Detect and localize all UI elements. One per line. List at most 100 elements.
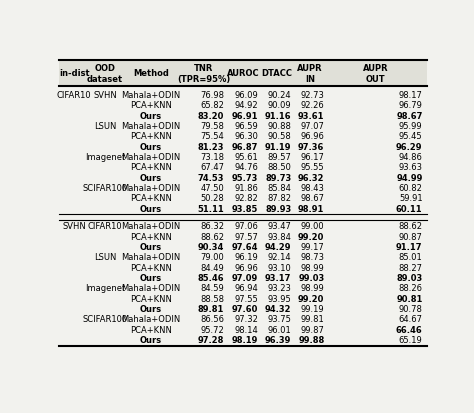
Text: 97.57: 97.57 bbox=[235, 232, 258, 241]
Text: 79.58: 79.58 bbox=[201, 122, 224, 131]
Text: 90.34: 90.34 bbox=[198, 242, 224, 251]
Text: Mahala+ODIN: Mahala+ODIN bbox=[121, 315, 180, 324]
Text: PCA+KNN: PCA+KNN bbox=[130, 325, 172, 334]
Text: 97.07: 97.07 bbox=[301, 122, 325, 131]
Text: 97.55: 97.55 bbox=[235, 294, 258, 303]
Text: 84.49: 84.49 bbox=[201, 263, 224, 272]
Text: 96.17: 96.17 bbox=[301, 153, 325, 161]
Text: 96.32: 96.32 bbox=[298, 173, 325, 182]
Text: 97.06: 97.06 bbox=[235, 222, 258, 230]
Text: SCIFAR100: SCIFAR100 bbox=[82, 184, 128, 192]
Text: 96.96: 96.96 bbox=[235, 263, 258, 272]
Text: 89.03: 89.03 bbox=[396, 273, 422, 282]
Text: PCA+KNN: PCA+KNN bbox=[130, 101, 172, 110]
Text: PCA+KNN: PCA+KNN bbox=[130, 263, 172, 272]
Text: Mahala+ODIN: Mahala+ODIN bbox=[121, 222, 180, 230]
Text: 60.11: 60.11 bbox=[396, 204, 422, 213]
Text: 66.46: 66.46 bbox=[396, 325, 422, 334]
Text: Mahala+ODIN: Mahala+ODIN bbox=[121, 284, 180, 293]
Text: 93.84: 93.84 bbox=[267, 232, 292, 241]
Text: 99.03: 99.03 bbox=[298, 273, 325, 282]
Text: 96.29: 96.29 bbox=[396, 142, 422, 151]
Text: 95.55: 95.55 bbox=[301, 163, 325, 172]
Text: 65.19: 65.19 bbox=[399, 335, 422, 344]
Text: 94.99: 94.99 bbox=[396, 173, 422, 182]
Text: 96.59: 96.59 bbox=[235, 122, 258, 131]
Text: CIFAR10: CIFAR10 bbox=[88, 222, 122, 230]
Text: CIFAR10: CIFAR10 bbox=[57, 90, 91, 100]
Text: 85.84: 85.84 bbox=[267, 184, 292, 192]
Text: Ours: Ours bbox=[140, 204, 162, 213]
Text: 59.91: 59.91 bbox=[399, 194, 422, 203]
Text: 90.58: 90.58 bbox=[268, 132, 292, 141]
Text: 87.82: 87.82 bbox=[267, 194, 292, 203]
Text: 92.26: 92.26 bbox=[301, 101, 325, 110]
Text: AUPR
OUT: AUPR OUT bbox=[363, 64, 389, 83]
Text: 95.72: 95.72 bbox=[201, 325, 224, 334]
Text: Ours: Ours bbox=[140, 173, 162, 182]
Text: 99.87: 99.87 bbox=[301, 325, 325, 334]
Text: 60.82: 60.82 bbox=[399, 184, 422, 192]
Text: 92.14: 92.14 bbox=[268, 253, 292, 261]
Text: PCA+KNN: PCA+KNN bbox=[130, 132, 172, 141]
Text: 94.92: 94.92 bbox=[235, 101, 258, 110]
Text: 65.82: 65.82 bbox=[201, 101, 224, 110]
Text: LSUN: LSUN bbox=[94, 253, 116, 261]
Text: Mahala+ODIN: Mahala+ODIN bbox=[121, 122, 180, 131]
Text: 93.47: 93.47 bbox=[267, 222, 292, 230]
Text: 51.11: 51.11 bbox=[198, 204, 224, 213]
Text: 64.67: 64.67 bbox=[399, 315, 422, 324]
Text: 95.73: 95.73 bbox=[232, 173, 258, 182]
Text: 97.28: 97.28 bbox=[198, 335, 224, 344]
Text: 97.36: 97.36 bbox=[298, 142, 325, 151]
Text: 99.88: 99.88 bbox=[298, 335, 325, 344]
Text: DTACC: DTACC bbox=[262, 69, 292, 78]
Text: 97.32: 97.32 bbox=[235, 315, 258, 324]
Text: Ours: Ours bbox=[140, 273, 162, 282]
Text: 79.00: 79.00 bbox=[201, 253, 224, 261]
Text: 96.94: 96.94 bbox=[235, 284, 258, 293]
Text: TNR
(TPR=95%): TNR (TPR=95%) bbox=[177, 64, 230, 83]
Text: 98.43: 98.43 bbox=[301, 184, 325, 192]
Text: 75.54: 75.54 bbox=[201, 132, 224, 141]
Text: 89.93: 89.93 bbox=[265, 204, 292, 213]
Text: 99.00: 99.00 bbox=[301, 222, 325, 230]
Text: 86.56: 86.56 bbox=[200, 315, 224, 324]
Text: 93.23: 93.23 bbox=[267, 284, 292, 293]
Text: 96.39: 96.39 bbox=[265, 335, 292, 344]
Text: 91.17: 91.17 bbox=[396, 242, 422, 251]
Text: 99.20: 99.20 bbox=[298, 232, 325, 241]
Text: in-dist: in-dist bbox=[59, 69, 90, 78]
Text: Imagenet: Imagenet bbox=[85, 153, 125, 161]
Text: 93.75: 93.75 bbox=[267, 315, 292, 324]
Text: 93.61: 93.61 bbox=[298, 111, 325, 120]
Text: Mahala+ODIN: Mahala+ODIN bbox=[121, 153, 180, 161]
Text: 94.32: 94.32 bbox=[265, 304, 292, 313]
Text: 94.76: 94.76 bbox=[235, 163, 258, 172]
Text: 88.62: 88.62 bbox=[200, 232, 224, 241]
Text: 89.81: 89.81 bbox=[198, 304, 224, 313]
Text: SVHN: SVHN bbox=[93, 90, 117, 100]
Text: PCA+KNN: PCA+KNN bbox=[130, 163, 172, 172]
Text: 85.46: 85.46 bbox=[198, 273, 224, 282]
Text: 98.19: 98.19 bbox=[232, 335, 258, 344]
Text: 95.45: 95.45 bbox=[399, 132, 422, 141]
Text: 92.82: 92.82 bbox=[235, 194, 258, 203]
Text: Ours: Ours bbox=[140, 242, 162, 251]
Text: 83.20: 83.20 bbox=[198, 111, 224, 120]
Text: 98.14: 98.14 bbox=[235, 325, 258, 334]
Text: 96.91: 96.91 bbox=[232, 111, 258, 120]
Text: 90.78: 90.78 bbox=[399, 304, 422, 313]
Bar bbox=[59, 61, 427, 87]
Text: 91.19: 91.19 bbox=[265, 142, 292, 151]
Text: PCA+KNN: PCA+KNN bbox=[130, 194, 172, 203]
Text: 88.26: 88.26 bbox=[399, 284, 422, 293]
Text: 94.29: 94.29 bbox=[265, 242, 292, 251]
Text: Mahala+ODIN: Mahala+ODIN bbox=[121, 90, 180, 100]
Text: Mahala+ODIN: Mahala+ODIN bbox=[121, 184, 180, 192]
Text: 93.17: 93.17 bbox=[265, 273, 292, 282]
Text: 90.81: 90.81 bbox=[396, 294, 422, 303]
Text: 98.91: 98.91 bbox=[298, 204, 325, 213]
Text: 97.64: 97.64 bbox=[232, 242, 258, 251]
Text: 98.99: 98.99 bbox=[301, 284, 325, 293]
